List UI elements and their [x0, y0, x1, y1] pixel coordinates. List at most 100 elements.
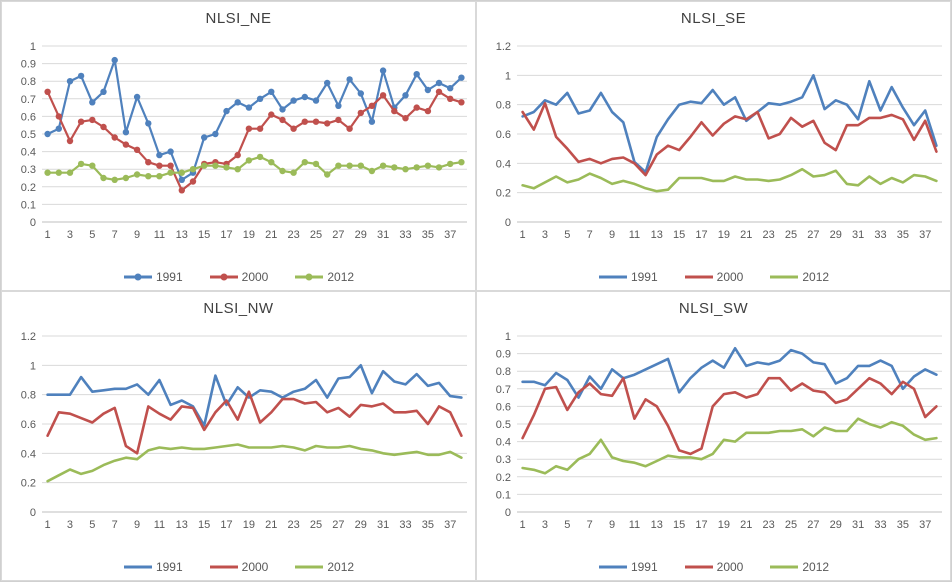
series-marker-2000 — [324, 120, 331, 127]
x-tick-label: 9 — [609, 229, 615, 241]
x-tick-label: 15 — [673, 229, 685, 241]
series-line-2000 — [521, 376, 938, 456]
series-line-2012 — [46, 443, 463, 483]
x-tick-label: 17 — [695, 519, 707, 531]
y-tick-label: 1 — [30, 41, 36, 53]
chart-panel-nlsi-nw[interactable]: NLSI_NW 0 0.2 0.4 0.6 0.8 1 1.2 1 3 5 7 9 11 13 15 17 19… — [1, 291, 476, 581]
x-tick-label: 21 — [740, 519, 752, 531]
legend-item-2012: 2012 — [294, 270, 354, 284]
y-tick-label: 0.7 — [21, 94, 36, 106]
x-tick-label: 29 — [830, 229, 842, 241]
series-marker-2000 — [89, 116, 96, 124]
y-tick-label: 0 — [30, 507, 36, 519]
series-marker-2000 — [256, 125, 264, 132]
chart-panel-nlsi-sw[interactable]: NLSI_SW 0 0.1 0.2 0.3 0.4 0.5 0.6 0.7 0.8 0.9 1 1 3 5… — [476, 291, 951, 581]
series-line-2000 — [521, 101, 938, 177]
y-tick-label: 0.4 — [496, 437, 511, 449]
series-marker-2012 — [279, 167, 286, 175]
x-tick-label: 23 — [763, 229, 775, 241]
series-marker-1991 — [435, 79, 443, 87]
series-marker-2012 — [201, 162, 208, 169]
x-tick-label: 5 — [564, 229, 570, 241]
series-marker-2000 — [312, 118, 320, 125]
legend-item-2012: 2012 — [294, 560, 354, 574]
x-tick-label: 37 — [919, 519, 931, 531]
x-tick-label: 1 — [520, 229, 526, 241]
chart-panel-nlsi-ne[interactable]: NLSI_NE 0 0.1 0.2 0.3 0.4 0.5 0.6 0.7 0.8 0.9 1 1 3 5… — [1, 1, 476, 291]
y-tick-label: 0.8 — [496, 100, 511, 112]
y-tick-label: 0.4 — [21, 448, 36, 460]
series-marker-2012 — [368, 167, 376, 175]
series-marker-1991 — [234, 99, 241, 106]
legend-item-1991: 1991 — [123, 270, 183, 284]
series-marker-1991 — [201, 134, 208, 141]
y-tick-label: 0.9 — [496, 349, 511, 361]
y-tick-label: 0.2 — [21, 182, 36, 194]
series-marker-2012 — [77, 160, 85, 168]
x-tick-label: 3 — [67, 519, 73, 531]
chart-panel-nlsi-se[interactable]: NLSI_SE 0 0.2 0.4 0.6 0.8 1 1.2 1 3 5 7 9 11 13 15 17 19… — [476, 1, 951, 291]
series-marker-1991 — [447, 85, 454, 92]
series-marker-2012 — [290, 169, 297, 176]
y-tick-label: 0 — [30, 217, 36, 229]
series-marker-2000 — [111, 134, 118, 141]
x-tick-label: 7 — [112, 519, 118, 531]
x-tick-label: 13 — [176, 229, 188, 241]
series-marker-2000 — [279, 116, 286, 124]
y-tick-label: 0.2 — [21, 478, 36, 490]
series-marker-1991 — [178, 176, 185, 183]
y-tick-label: 0.6 — [21, 419, 36, 431]
series-marker-2000 — [77, 118, 85, 125]
series-marker-2012 — [424, 162, 432, 169]
series-marker-2012 — [256, 153, 264, 161]
series-marker-2012 — [223, 164, 230, 171]
series-marker-2000 — [357, 109, 364, 117]
x-tick-label: 25 — [310, 229, 322, 241]
series-marker-2012 — [89, 162, 96, 169]
x-tick-label: 11 — [629, 519, 640, 531]
series-marker-2000 — [44, 88, 51, 95]
series-marker-2000 — [55, 113, 62, 120]
x-tick-label: 1 — [45, 229, 51, 241]
series-marker-1991 — [245, 104, 253, 111]
x-tick-label: 1 — [45, 519, 51, 531]
x-tick-label: 17 — [220, 229, 232, 241]
legend-swatch-2012 — [295, 273, 324, 281]
y-tick-label: 0.2 — [496, 472, 511, 484]
y-tick-label: 1.2 — [496, 41, 511, 53]
x-tick-label: 15 — [198, 229, 210, 241]
x-tick-label: 3 — [67, 229, 73, 241]
series-marker-2012 — [324, 171, 331, 178]
x-tick-label: 13 — [651, 229, 663, 241]
x-tick-label: 7 — [587, 519, 593, 531]
series-marker-2000 — [122, 141, 130, 148]
x-tick-label: 31 — [377, 519, 389, 531]
x-tick-label: 3 — [542, 519, 548, 531]
y-tick-label: 0.8 — [496, 366, 511, 378]
x-tick-label: 37 — [919, 229, 931, 241]
series-marker-1991 — [256, 95, 264, 102]
legend-swatch-1991 — [598, 565, 627, 569]
legend-label-1991: 1991 — [155, 560, 183, 574]
x-tick-label: 27 — [332, 519, 344, 531]
legend-item-2000: 2000 — [684, 560, 743, 574]
legend-swatch-2012 — [295, 565, 324, 569]
series-marker-2012 — [268, 159, 275, 166]
series-marker-2000 — [268, 111, 275, 118]
y-tick-label: 0.4 — [496, 158, 511, 170]
x-tick-label: 31 — [852, 229, 864, 241]
x-tick-label: 19 — [718, 519, 730, 531]
series-line-2000 — [46, 90, 463, 192]
series-line-1991 — [521, 73, 938, 174]
series-marker-2000 — [234, 151, 241, 159]
y-tick-label: 0.2 — [496, 188, 511, 200]
chart-plot-nlsi-sw: 00.10.20.30.40.50.60.70.80.911 3 5 7 9 11 13 15… — [496, 331, 942, 531]
series-marker-1991 — [402, 92, 409, 99]
y-tick-label: 0 — [505, 217, 511, 229]
legend-label-2000: 2000 — [716, 270, 744, 284]
series-marker-2000 — [346, 125, 353, 132]
series-marker-2000 — [145, 159, 152, 166]
x-tick-label: 25 — [310, 519, 322, 531]
y-tick-label: 0.8 — [21, 390, 36, 402]
x-tick-label: 33 — [874, 229, 886, 241]
